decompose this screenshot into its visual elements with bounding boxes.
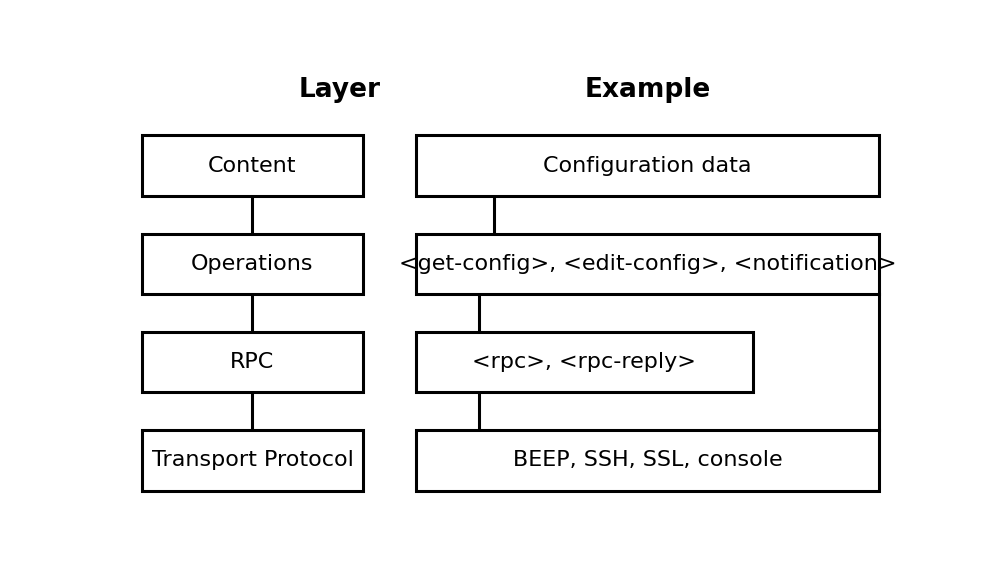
Text: Example: Example [584,77,710,103]
Text: Layer: Layer [299,77,381,103]
FancyBboxPatch shape [416,136,879,196]
Text: <get-config>, <edit-config>, <notification>: <get-config>, <edit-config>, <notificati… [399,254,896,274]
Text: Transport Protocol: Transport Protocol [152,451,353,470]
Text: RPC: RPC [230,352,275,372]
FancyBboxPatch shape [142,234,363,294]
Text: Configuration data: Configuration data [543,155,752,176]
Text: BEEP, SSH, SSL, console: BEEP, SSH, SSL, console [513,451,782,470]
FancyBboxPatch shape [416,430,879,491]
FancyBboxPatch shape [416,234,879,294]
Text: Operations: Operations [191,254,314,274]
FancyBboxPatch shape [142,430,363,491]
FancyBboxPatch shape [142,136,363,196]
Text: Content: Content [208,155,297,176]
FancyBboxPatch shape [142,332,363,392]
Text: <rpc>, <rpc-reply>: <rpc>, <rpc-reply> [472,352,696,372]
FancyBboxPatch shape [416,332,753,392]
